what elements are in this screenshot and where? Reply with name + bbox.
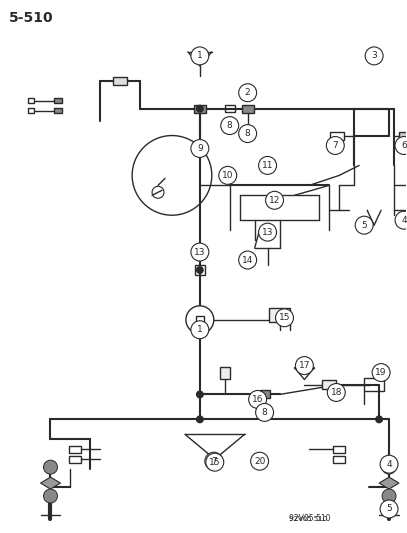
- Text: 12: 12: [269, 196, 280, 205]
- Circle shape: [191, 47, 209, 65]
- Circle shape: [382, 460, 396, 474]
- Text: 8: 8: [227, 121, 233, 130]
- Text: 13: 13: [194, 247, 206, 256]
- Text: 14: 14: [242, 255, 253, 264]
- Circle shape: [380, 500, 398, 518]
- Bar: [55, 98, 62, 103]
- Text: 1: 1: [197, 51, 203, 60]
- Text: 19: 19: [375, 368, 387, 377]
- Bar: [322, 380, 336, 389]
- Bar: [28, 108, 33, 113]
- Circle shape: [258, 157, 276, 174]
- Bar: [113, 77, 127, 85]
- Circle shape: [206, 453, 224, 471]
- Circle shape: [327, 384, 345, 401]
- Text: 16: 16: [252, 395, 263, 404]
- Circle shape: [44, 460, 57, 474]
- Text: 92V05 510: 92V05 510: [289, 516, 328, 522]
- Circle shape: [196, 104, 204, 112]
- Text: 2: 2: [245, 88, 250, 97]
- Bar: [195, 265, 205, 275]
- Bar: [220, 367, 230, 378]
- Bar: [333, 446, 345, 453]
- Text: 5: 5: [361, 221, 367, 230]
- Text: 1: 1: [197, 325, 203, 334]
- Circle shape: [221, 117, 239, 134]
- Bar: [330, 132, 344, 140]
- Bar: [364, 377, 384, 391]
- Circle shape: [239, 125, 257, 142]
- Circle shape: [239, 251, 257, 269]
- Text: 11: 11: [262, 161, 274, 170]
- Circle shape: [395, 136, 407, 155]
- Bar: [333, 456, 345, 463]
- Circle shape: [372, 364, 390, 382]
- Circle shape: [44, 489, 57, 503]
- Circle shape: [266, 191, 284, 209]
- Text: 8: 8: [245, 129, 251, 138]
- Text: 20: 20: [254, 457, 265, 466]
- Bar: [70, 456, 81, 463]
- Text: 15: 15: [209, 458, 221, 467]
- Text: 4: 4: [386, 459, 392, 469]
- Circle shape: [196, 391, 204, 399]
- Text: 5: 5: [386, 504, 392, 513]
- Circle shape: [249, 391, 267, 408]
- Bar: [260, 391, 269, 399]
- Bar: [225, 105, 235, 112]
- Text: 13: 13: [262, 228, 274, 237]
- Polygon shape: [379, 477, 399, 489]
- Bar: [399, 132, 407, 140]
- Text: 7: 7: [211, 457, 217, 466]
- Text: 92V05 510: 92V05 510: [289, 514, 331, 523]
- Circle shape: [186, 306, 214, 334]
- Text: 15: 15: [279, 313, 290, 322]
- Circle shape: [191, 243, 209, 261]
- Circle shape: [295, 357, 313, 375]
- Bar: [196, 316, 204, 324]
- Circle shape: [196, 266, 204, 274]
- Circle shape: [191, 321, 209, 338]
- Circle shape: [196, 415, 204, 423]
- Text: 4: 4: [401, 216, 407, 225]
- Bar: [70, 446, 81, 453]
- Circle shape: [355, 216, 373, 234]
- Text: 6: 6: [401, 141, 407, 150]
- Text: 5-510: 5-510: [9, 11, 53, 25]
- Bar: [194, 104, 206, 112]
- Circle shape: [219, 166, 237, 184]
- Circle shape: [191, 140, 209, 157]
- Text: 10: 10: [222, 171, 234, 180]
- Circle shape: [205, 452, 223, 470]
- Circle shape: [380, 455, 398, 473]
- Polygon shape: [41, 477, 61, 489]
- Circle shape: [365, 47, 383, 65]
- Circle shape: [251, 452, 269, 470]
- Bar: [55, 108, 62, 113]
- Bar: [28, 98, 33, 103]
- Text: 17: 17: [299, 361, 310, 370]
- Text: 18: 18: [330, 388, 342, 397]
- Circle shape: [382, 489, 396, 503]
- Circle shape: [258, 223, 276, 241]
- Text: 3: 3: [371, 51, 377, 60]
- Circle shape: [239, 84, 257, 102]
- Text: 8: 8: [262, 408, 267, 417]
- Circle shape: [395, 211, 407, 229]
- Circle shape: [256, 403, 274, 422]
- Text: 7: 7: [333, 141, 338, 150]
- Bar: [242, 104, 254, 112]
- Circle shape: [276, 309, 293, 327]
- Circle shape: [375, 415, 383, 423]
- Text: 9: 9: [197, 144, 203, 153]
- Bar: [269, 308, 291, 322]
- Circle shape: [326, 136, 344, 155]
